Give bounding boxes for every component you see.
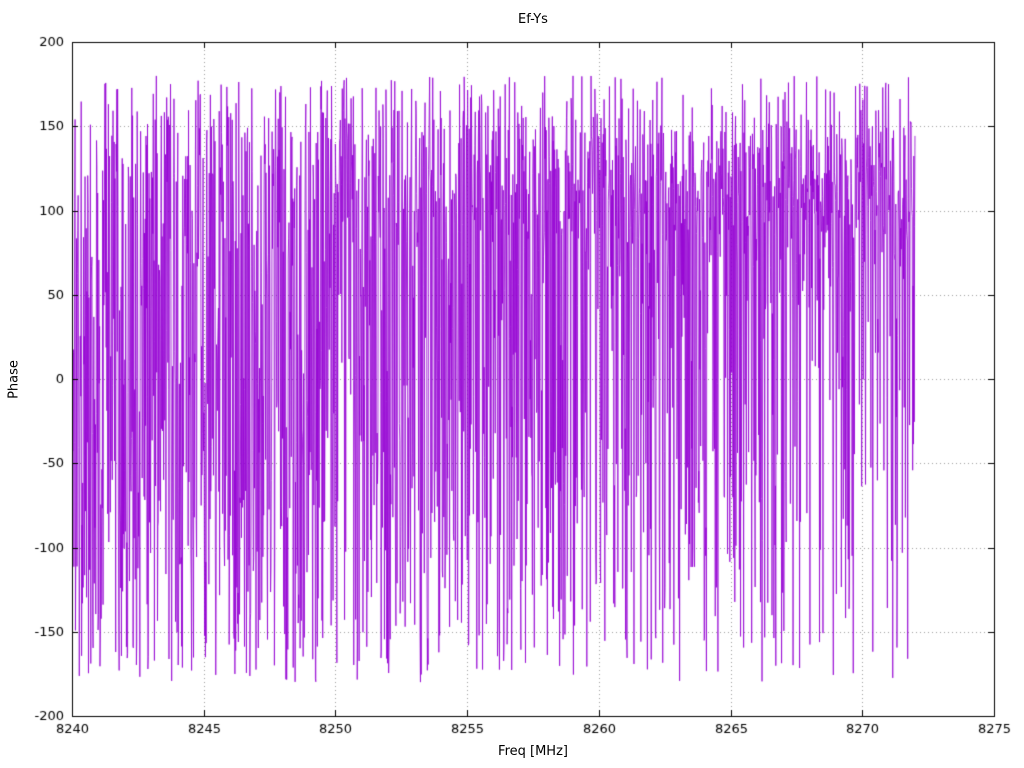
y-axis-label: Phase [6,360,22,399]
x-axis-label: Freq [MHz] [498,744,568,759]
chart-title: Ef-Ys [518,12,548,27]
